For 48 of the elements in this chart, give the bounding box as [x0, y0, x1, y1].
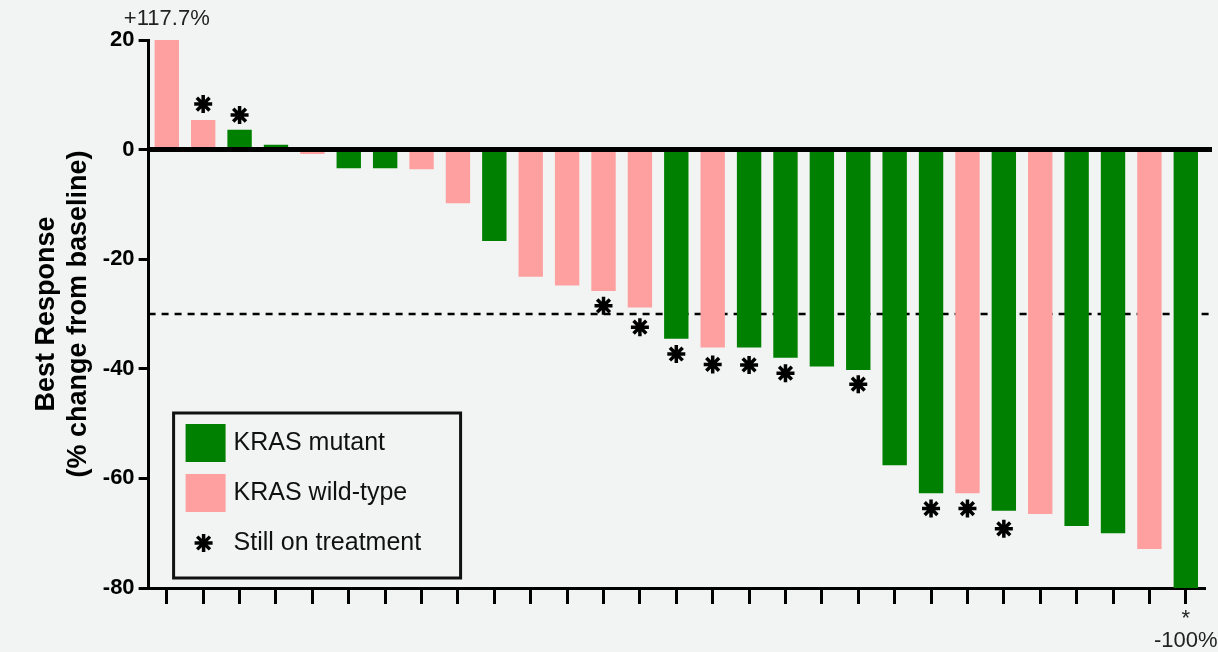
- bar: [664, 151, 689, 339]
- point: [920, 497, 942, 520]
- bar: [991, 151, 1017, 511]
- bar: [1137, 151, 1162, 550]
- text: * -100%: [1154, 605, 1218, 652]
- point: [592, 295, 615, 317]
- bar: [482, 151, 507, 242]
- bar: [882, 151, 907, 466]
- bar: [736, 151, 762, 348]
- point: [192, 93, 214, 115]
- bar: [409, 151, 434, 170]
- y-tick-label: -40: [102, 354, 135, 380]
- y-tick-label: -80: [102, 574, 135, 600]
- bar: [191, 120, 216, 149]
- bar: [518, 151, 543, 277]
- bar: [700, 151, 725, 348]
- bar: [1173, 151, 1198, 588]
- point: [701, 353, 724, 376]
- bar: [372, 151, 398, 169]
- bar: [809, 151, 835, 367]
- bar: [1064, 151, 1089, 527]
- bar: [336, 151, 361, 169]
- point: [847, 373, 870, 395]
- point: [629, 316, 651, 338]
- bar: [627, 151, 653, 308]
- point: [956, 497, 979, 520]
- bar: [773, 151, 798, 358]
- legend-label: KRAS mutant: [233, 426, 386, 455]
- y-tick-label: -20: [102, 245, 135, 271]
- legend-label: Still on treatment: [233, 526, 422, 555]
- y-tick-label: 0: [122, 135, 135, 161]
- bar: [554, 151, 580, 286]
- bar: [445, 151, 471, 204]
- y-axis-title: Best Response (% change from baseline): [29, 150, 93, 478]
- legend-label: KRAS wild-type: [233, 476, 408, 505]
- point: [738, 354, 760, 376]
- bar: [154, 40, 179, 149]
- bar: [955, 151, 980, 494]
- bar: [846, 151, 871, 370]
- bar: [1028, 151, 1053, 515]
- point: [228, 104, 251, 126]
- bar: [1100, 151, 1126, 534]
- bar: [591, 151, 616, 291]
- point: [665, 343, 688, 365]
- bar: [918, 151, 944, 494]
- point: [993, 518, 1015, 540]
- y-tick-label: -60: [102, 464, 135, 490]
- point: [774, 362, 797, 384]
